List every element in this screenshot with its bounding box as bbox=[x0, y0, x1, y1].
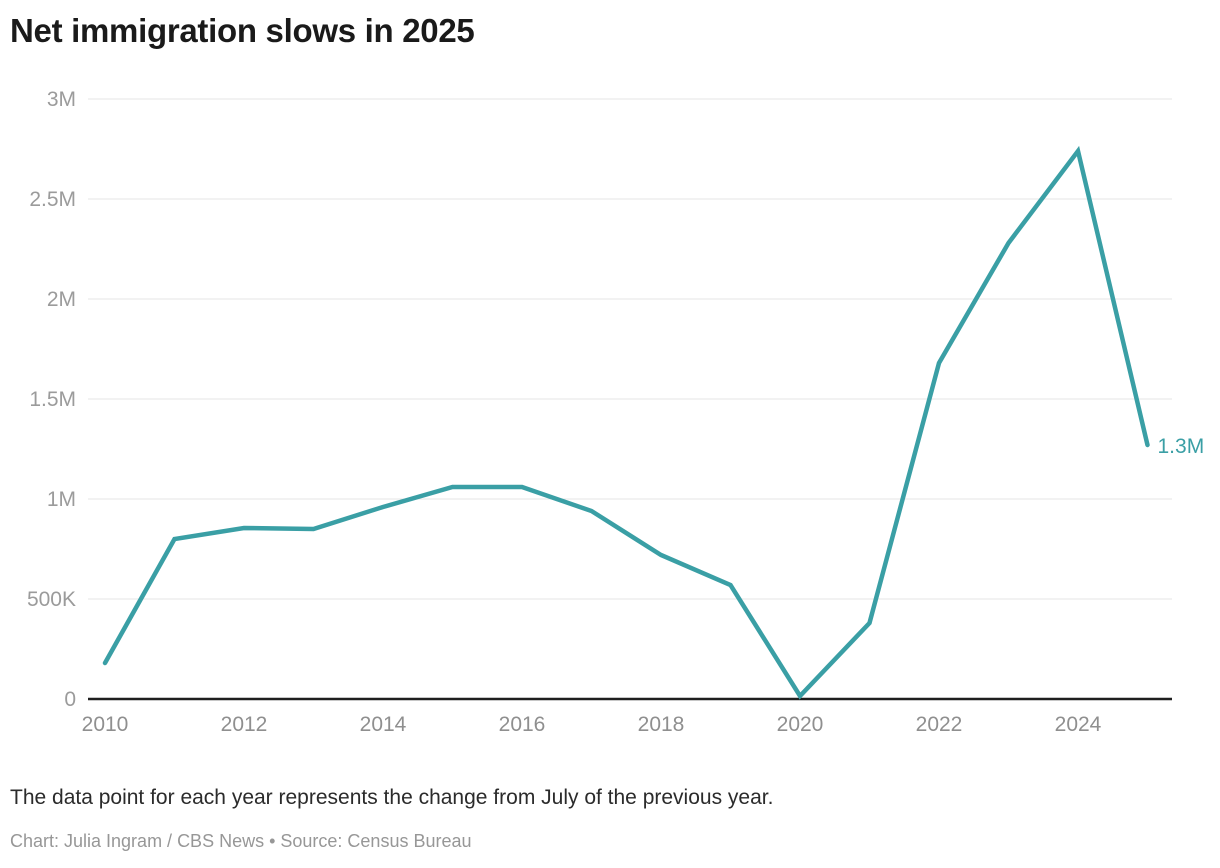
x-axis-tick-label: 2012 bbox=[221, 713, 268, 736]
y-axis-tick-label: 1M bbox=[47, 488, 76, 511]
y-axis-tick-label: 2M bbox=[47, 288, 76, 311]
chart-title: Net immigration slows in 2025 bbox=[10, 12, 475, 49]
y-axis-tick-label: 500K bbox=[27, 588, 76, 611]
x-axis-tick-label: 2020 bbox=[777, 713, 824, 736]
x-axis-tick-label: 2018 bbox=[638, 713, 685, 736]
x-axis-tick-label: 2014 bbox=[360, 713, 407, 736]
x-axis-tick-label: 2016 bbox=[499, 713, 546, 736]
x-axis-tick-label: 2024 bbox=[1055, 713, 1102, 736]
y-axis-tick-label: 2.5M bbox=[29, 188, 76, 211]
end-value-annotation: 1.3M bbox=[1158, 435, 1205, 458]
net-immigration-line bbox=[102, 145, 1150, 700]
y-axis-tick-label: 3M bbox=[47, 88, 76, 111]
chart-footnote: The data point for each year represents … bbox=[10, 786, 774, 809]
chart-credit-line: Chart: Julia Ingram / CBS News • Source:… bbox=[10, 831, 472, 851]
line-chart-canvas: 0 500K 1M 1.5M 2M 2.5M 3M 2010 2012 2014 2016 2018 2… bbox=[27, 88, 1205, 736]
y-axis-tick-label: 0 bbox=[64, 688, 76, 711]
y-axis-tick-label: 1.5M bbox=[29, 388, 76, 411]
x-axis-tick-label: 2022 bbox=[916, 713, 963, 736]
x-axis-tick-label: 2010 bbox=[82, 713, 129, 736]
